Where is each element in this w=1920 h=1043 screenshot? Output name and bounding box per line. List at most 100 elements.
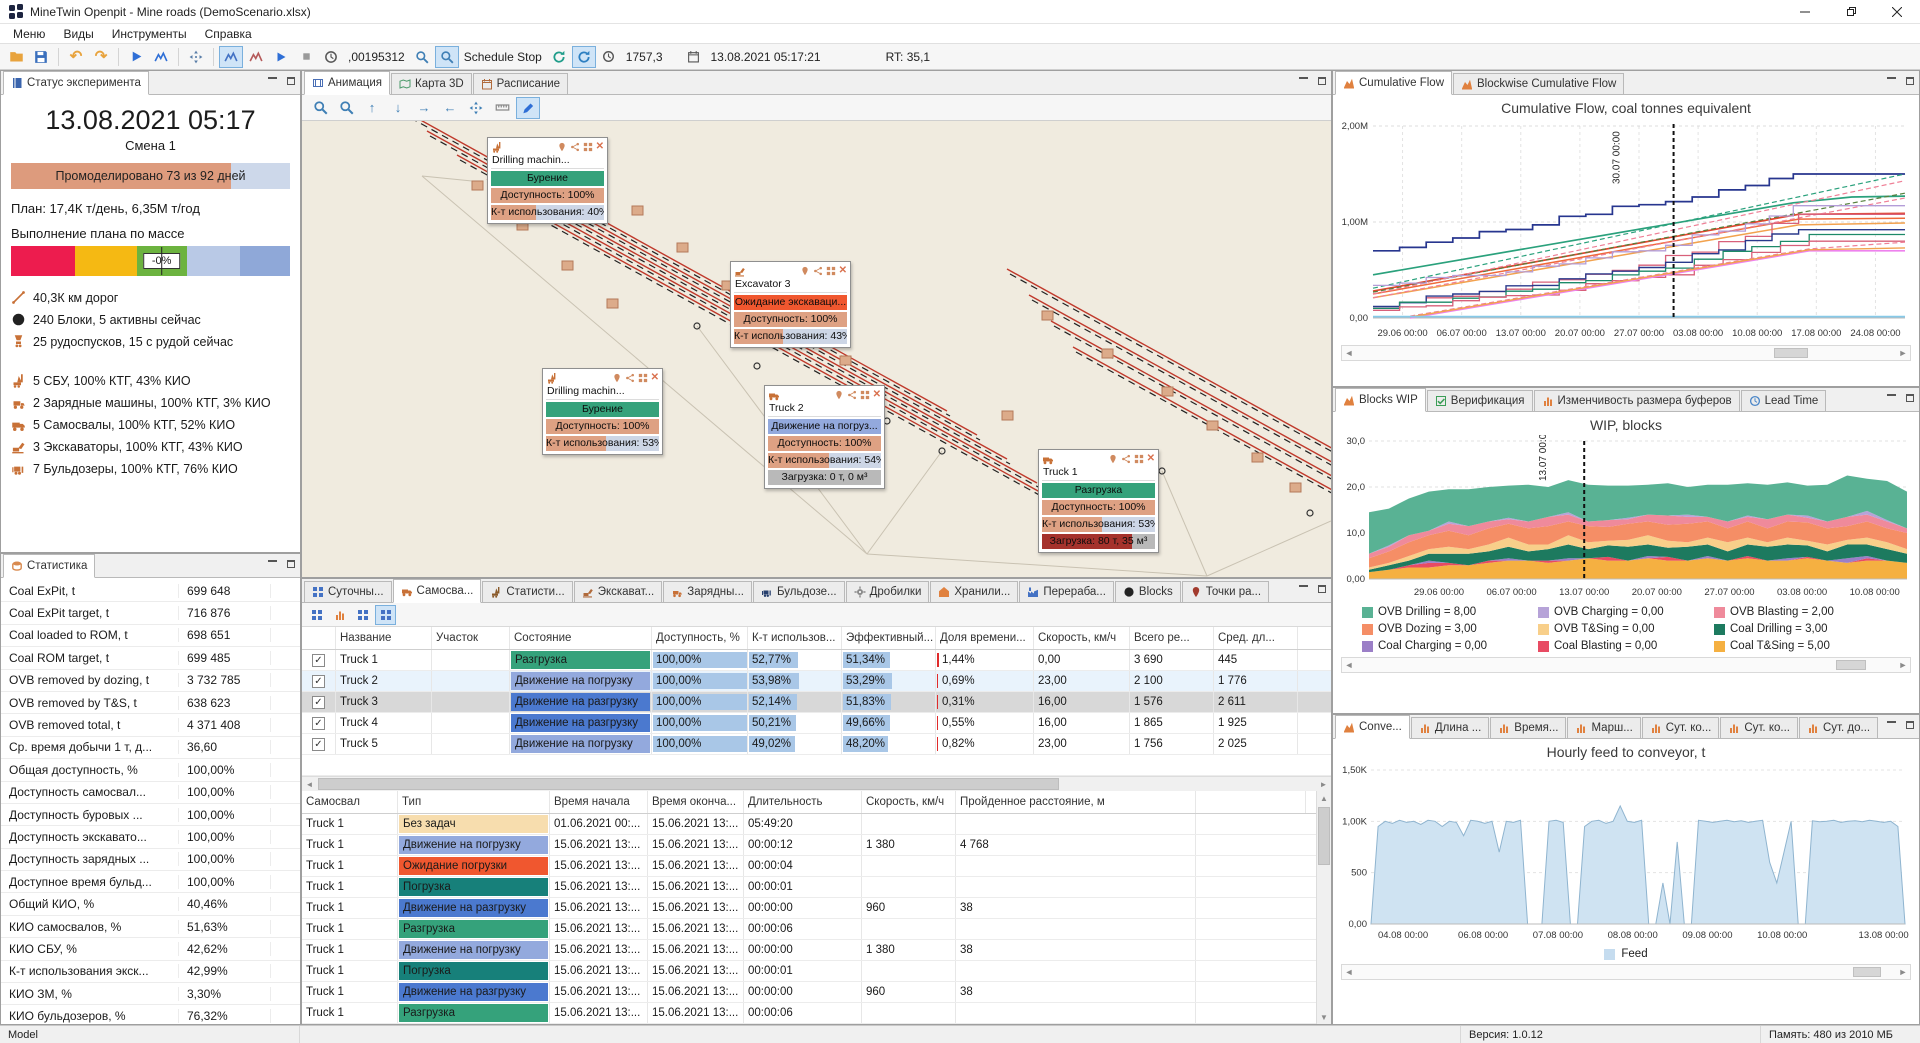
trips-col-header[interactable]: Длительность [744,791,862,813]
menu-Виды[interactable]: Виды [63,26,94,41]
equipment-card-drilling-machin-[interactable]: ✕ Drilling machin... Бурение Доступность: 1… [487,137,608,224]
conv-tab[interactable]: Conve... [1335,715,1410,739]
statistics-row[interactable]: К-т использования экск... 42,99% [1,961,300,984]
redo-button[interactable]: ↷ [94,48,108,65]
table-view-icon[interactable] [329,605,350,625]
fleet-tab[interactable]: Статисти... [482,581,573,602]
statistics-row[interactable]: КИО бульдозеров, % 76,32% [1,1005,300,1024]
trucks-col-header[interactable]: Всего ре... [1130,627,1214,649]
equipment-card-truck-2[interactable]: ✕ Truck 2 Движение на погруз... Доступность… [764,385,885,489]
wip-tab[interactable]: Изменчивость размера буферов [1533,390,1740,411]
statistics-row[interactable]: Доступность экскавато... 100,00% [1,826,300,849]
statistics-row[interactable]: КИО самосвалов, % 51,63% [1,916,300,939]
pin-icon[interactable] [612,373,622,383]
statistics-row[interactable]: Общий КИО, % 40,46% [1,893,300,916]
panel-float-icon[interactable] [285,558,297,569]
maximize-button[interactable] [1828,0,1874,24]
trips-col-header[interactable]: Скорость, км/ч [862,791,956,813]
details-grid-icon[interactable] [583,142,593,152]
fleet-tab[interactable]: Бульдозе... [753,581,845,602]
fleet-tab[interactable]: Суточны... [304,581,392,602]
route-tool-button[interactable] [184,46,208,68]
pan-right-icon[interactable]: → [417,100,431,115]
wip-tab[interactable]: Верификация [1426,390,1533,411]
auto-refresh-button[interactable] [571,45,596,68]
trips-row[interactable]: Truck 1 Погрузка 15.06.2021 13:... 15.06.20… [302,961,1331,982]
fleet-tab[interactable]: Дробилки [845,581,930,602]
wip-tab[interactable]: Blocks WIP [1335,388,1426,412]
conv-tab[interactable]: Длина ... [1410,717,1490,738]
refresh-button[interactable] [547,46,571,68]
trips-col-header[interactable]: Самосвал [302,791,398,813]
pin-icon[interactable] [1108,454,1118,464]
stop-run-button[interactable] [149,46,173,68]
pan-tool-icon[interactable] [464,97,488,119]
close-card-icon[interactable]: ✕ [595,141,604,152]
pin-icon[interactable] [834,390,844,400]
statistics-row[interactable]: Доступность самосвал... 100,00% [1,782,300,804]
pan-down-icon[interactable]: ↓ [394,100,402,115]
zoom-in-icon[interactable] [308,97,332,119]
details-grid-icon[interactable] [638,373,648,383]
trips-row[interactable]: Truck 1 Разгрузка 15.06.2021 13:... 15.06.2… [302,1003,1331,1024]
minimize-button[interactable] [1782,0,1828,24]
export-icon[interactable] [352,605,373,625]
filter-icon[interactable] [375,604,396,625]
panel-collapse-icon[interactable] [266,75,278,86]
map-canvas[interactable]: ✕ Drilling machin... Бурение Доступность: 1… [302,121,1331,577]
column-chooser-icon[interactable] [306,605,327,625]
conveyor-scrollbar[interactable]: ◄ ► [1341,964,1911,980]
menu-Инструменты[interactable]: Инструменты [111,26,187,41]
statistics-row[interactable]: Ср. время добычи 1 т, д... 36,60 [1,737,300,760]
trips-vscrollbar[interactable]: ▲ ▼ [1316,791,1331,1024]
trucks-row-truck-1[interactable]: ✓ Truck 1 Разгрузка 100,00% 52,77% 51,34% 1,44… [302,650,1331,671]
statistics-row[interactable]: КИО СБУ, % 42,62% [1,938,300,961]
wip-scrollbar[interactable]: ◄ ► [1341,657,1911,673]
statistics-row[interactable]: Coal ExPit target, t 716 876 [1,602,300,625]
share-icon[interactable] [570,142,580,152]
trips-col-header[interactable]: Время начала [550,791,648,813]
details-grid-icon[interactable] [860,390,870,400]
pause-sim-button[interactable] [294,46,318,68]
trucks-col-header[interactable]: Участок [432,627,510,649]
row-checkbox[interactable]: ✓ [312,737,325,751]
menu-Справка[interactable]: Справка [204,26,252,41]
close-card-icon[interactable]: ✕ [838,265,847,276]
conv-tab[interactable]: Сут. до... [1798,717,1879,738]
trucks-col-header[interactable]: К-т использов... [748,627,842,649]
trucks-row-truck-2[interactable]: ✓ Truck 2 Движение на погрузку 100,00% 53,98… [302,671,1331,692]
cf-tab[interactable]: Cumulative Flow [1335,71,1452,95]
row-checkbox[interactable]: ✓ [312,674,325,688]
trips-col-header[interactable]: Пройденное расстояние, м [956,791,1196,813]
fleet-tab[interactable]: Хранили... [930,581,1019,602]
panel-float-icon[interactable] [1316,75,1328,86]
wip-tab[interactable]: Lead Time [1740,390,1827,411]
tab-statistics[interactable]: Статистика [3,554,96,578]
close-card-icon[interactable]: ✕ [650,372,659,383]
equipment-card-excavator-3[interactable]: ✕ Excavator 3 Ожидание экскаваци... Доступн… [730,261,851,348]
trips-row[interactable]: Truck 1 Ожидание погрузки 15.06.2021 13:..… [302,856,1331,877]
conv-tab[interactable]: Сут. ко... [1720,717,1798,738]
fleet-tab[interactable]: Точки ра... [1181,581,1270,602]
cumulative-flow-scrollbar[interactable]: ◄ ► [1341,345,1911,361]
panel-collapse-icon[interactable] [266,558,278,569]
close-button[interactable] [1874,0,1920,24]
trips-col-header[interactable]: Время оконча... [648,791,744,813]
trucks-col-header[interactable]: Доступность, % [652,627,748,649]
statistics-row[interactable]: Coal ExPit, t 699 648 [1,580,300,603]
row-checkbox[interactable]: ✓ [312,716,325,730]
trucks-col-header[interactable]: Название [336,627,432,649]
trips-row[interactable]: Truck 1 Погрузка 15.06.2021 13:... 15.06.20… [302,877,1331,898]
open-button[interactable] [4,46,28,68]
fleet-tab[interactable]: Зарядны... [663,581,752,602]
pin-icon[interactable] [800,266,810,276]
statistics-row[interactable]: Доступность буровых ... 100,00% [1,804,300,827]
panel-float-icon[interactable] [285,75,297,86]
close-card-icon[interactable]: ✕ [872,389,881,400]
trips-col-header[interactable] [1196,791,1306,813]
fleet-tab[interactable]: Экскават... [573,581,663,602]
trucks-col-header[interactable] [302,627,336,649]
trucks-col-header[interactable]: Состояние [510,627,652,649]
